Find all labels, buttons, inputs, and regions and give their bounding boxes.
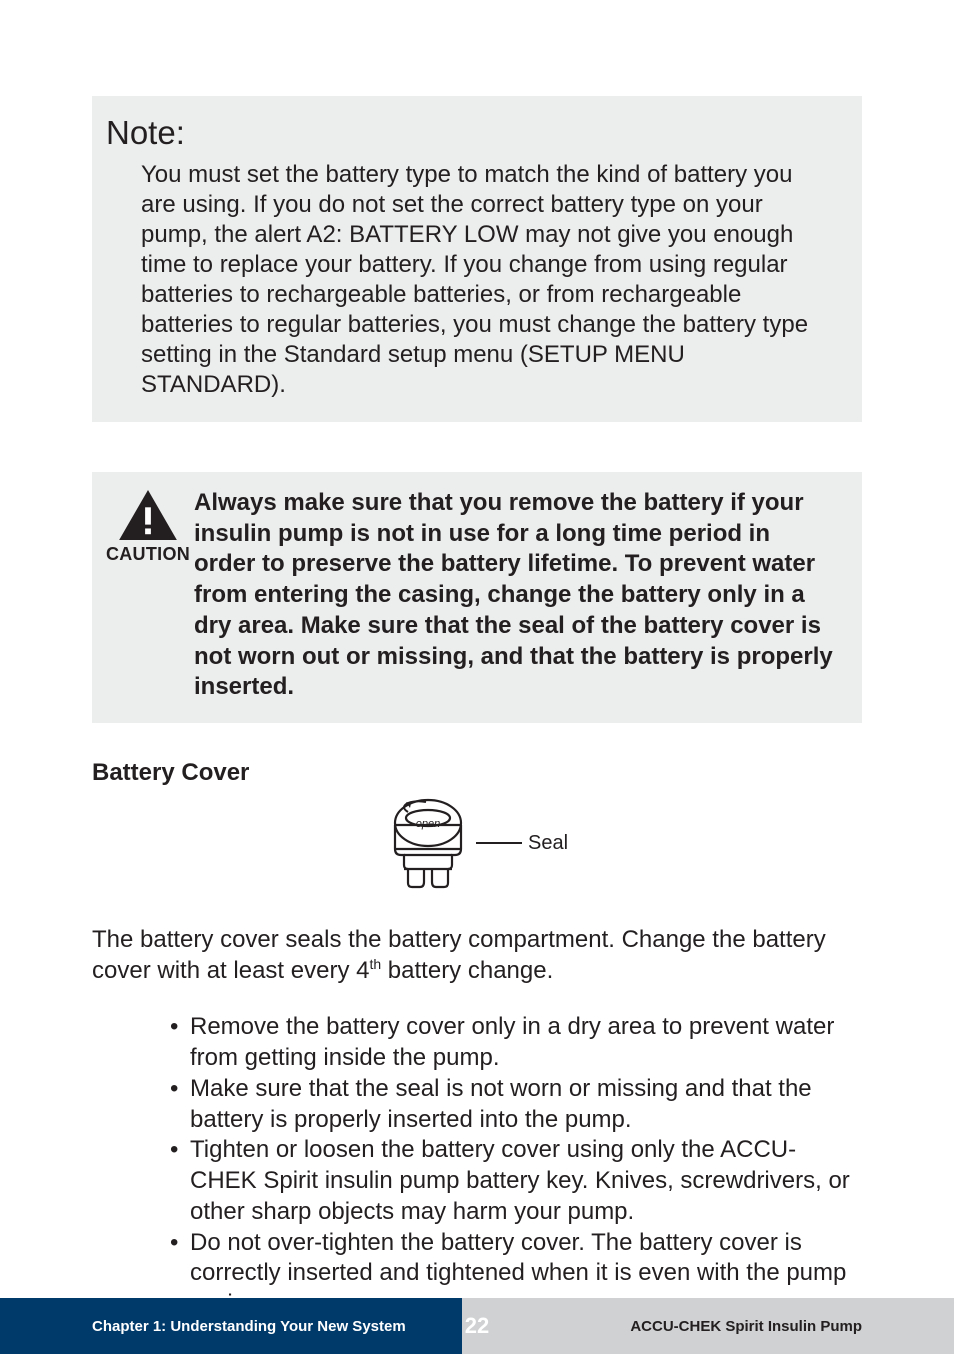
battery-cover-paragraph: The battery cover seals the battery comp… — [92, 925, 862, 986]
caution-label: CAUTION — [106, 544, 190, 565]
para-sup: th — [369, 956, 381, 972]
seal-pointer-line — [476, 842, 522, 844]
battery-cover-title: Battery Cover — [92, 759, 862, 787]
seal-label: Seal — [528, 832, 568, 855]
list-item: Remove the battery cover only in a dry a… — [170, 1012, 862, 1073]
battery-cover-icon: open — [386, 797, 476, 889]
battery-cover-figure: open Seal — [92, 797, 862, 889]
list-item: Tighten or loosen the battery cover usin… — [170, 1135, 862, 1227]
footer-page-number: 22 — [465, 1298, 489, 1354]
note-title: Note: — [106, 114, 826, 152]
page-footer: Chapter 1: Understanding Your New System… — [0, 1298, 954, 1354]
footer-chapter: Chapter 1: Understanding Your New System — [0, 1298, 462, 1354]
caution-box: CAUTION Always make sure that you remove… — [92, 472, 862, 723]
caution-icon-block: CAUTION — [102, 488, 194, 703]
caution-text: Always make sure that you remove the bat… — [194, 488, 838, 703]
page-content: Note: You must set the battery type to m… — [0, 0, 954, 1320]
footer-product: ACCU-CHEK Spirit Insulin Pump — [462, 1298, 954, 1354]
para-post: battery change. — [381, 957, 553, 984]
caution-triangle-icon — [119, 490, 177, 540]
note-box: Note: You must set the battery type to m… — [92, 96, 862, 422]
battery-cover-bullets: Remove the battery cover only in a dry a… — [92, 1012, 862, 1319]
note-body: You must set the battery type to match t… — [106, 160, 826, 400]
list-item: Make sure that the seal is not worn or m… — [170, 1074, 862, 1135]
open-text: open — [416, 818, 440, 830]
